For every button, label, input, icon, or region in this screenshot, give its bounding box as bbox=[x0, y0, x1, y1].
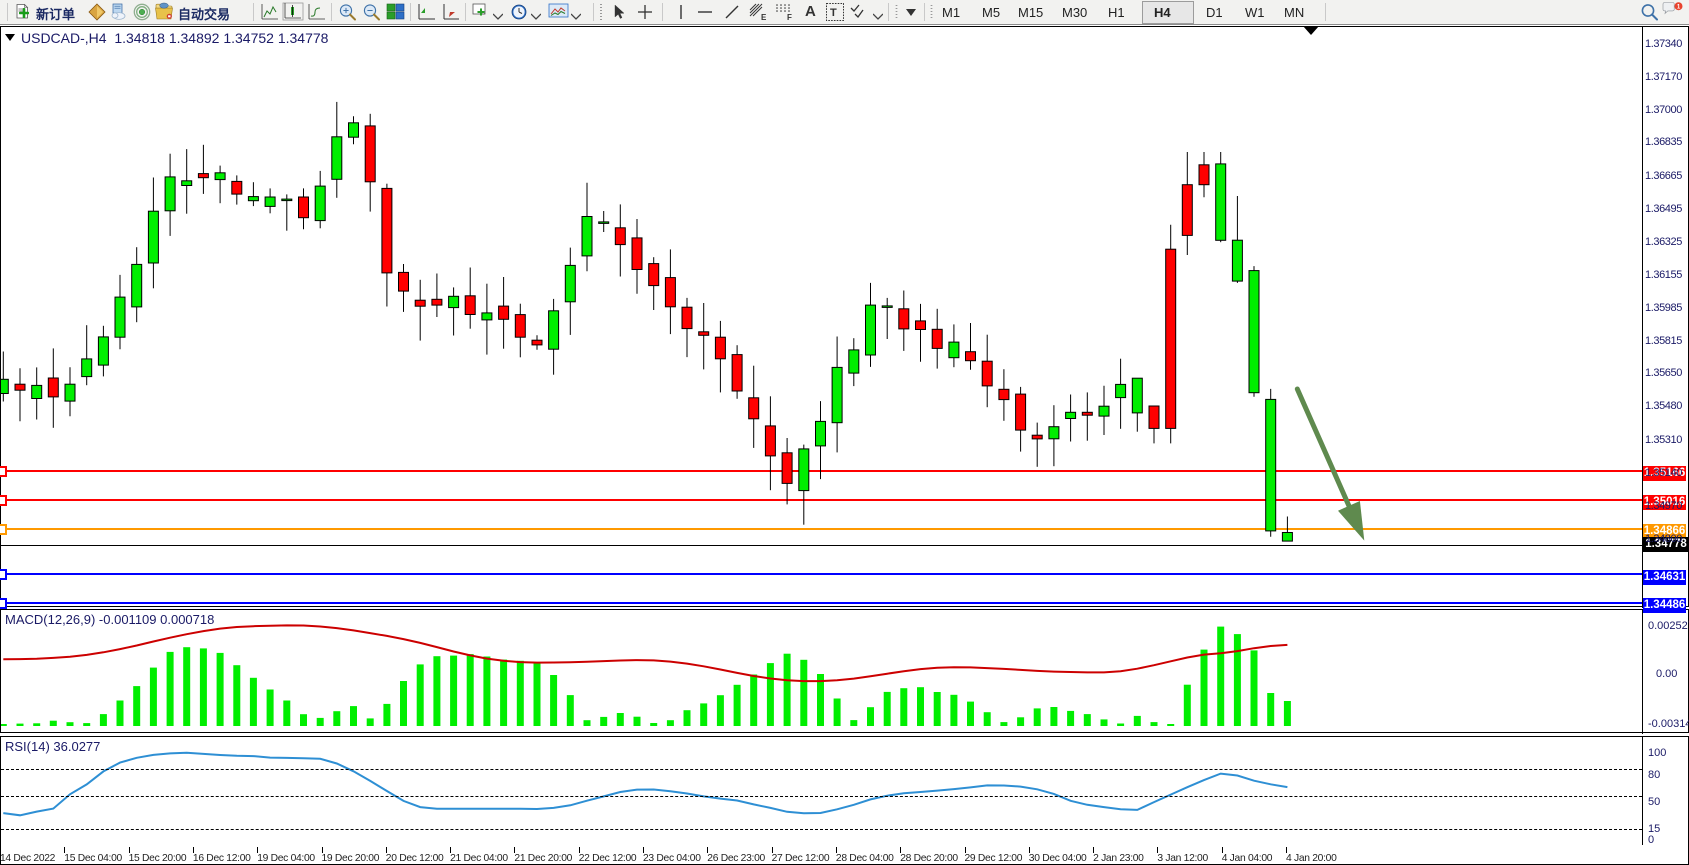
svg-text:T: T bbox=[830, 7, 837, 19]
svg-text:F: F bbox=[787, 13, 792, 21]
svg-text:E: E bbox=[761, 13, 767, 21]
